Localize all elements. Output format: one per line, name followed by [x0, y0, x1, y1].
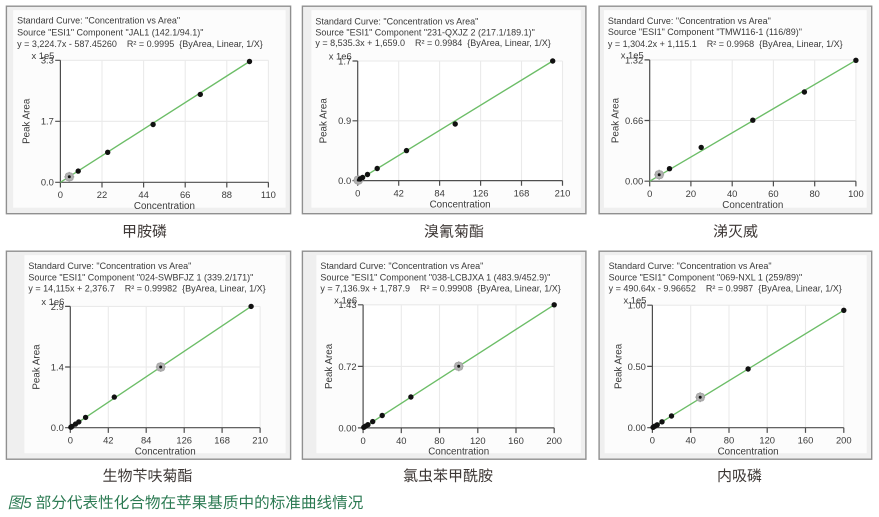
- svg-text:80: 80: [434, 435, 444, 446]
- svg-text:110: 110: [261, 189, 276, 200]
- svg-text:y = 1,304.2x + 1,115.1 R² =: y = 1,304.2x + 1,115.1 R² = 0.9968 {ByAr…: [608, 39, 843, 49]
- svg-text:x 1e6: x 1e6: [329, 51, 352, 62]
- svg-text:0.9: 0.9: [338, 115, 351, 126]
- svg-text:x 1e6: x 1e6: [334, 294, 357, 305]
- svg-text:3.3: 3.3: [41, 55, 54, 66]
- svg-text:0.0: 0.0: [41, 177, 54, 188]
- svg-text:Source "ESI1" Component "TMW11: Source "ESI1" Component "TMW116-1 (116/8…: [608, 27, 802, 37]
- svg-text:x 1e5: x 1e5: [623, 295, 646, 306]
- svg-text:Source "ESI1" Component "024-S: Source "ESI1" Component "024-SWBFJZ 1 (3…: [28, 272, 253, 282]
- svg-text:Source "ESI1" Component "231-Q: Source "ESI1" Component "231-QXJZ 2 (217…: [315, 27, 534, 37]
- svg-text:40: 40: [396, 435, 406, 446]
- svg-text:Concentration: Concentration: [135, 447, 196, 458]
- svg-text:0: 0: [650, 435, 655, 446]
- svg-text:y = 3,224.7x - 587.45260 R²: y = 3,224.7x - 587.45260 R² = 0.9995 {By…: [17, 39, 263, 49]
- svg-text:Standard Curve: "Concentration: Standard Curve: "Concentration vs Area": [608, 16, 771, 26]
- svg-text:80: 80: [809, 188, 819, 199]
- svg-text:84: 84: [141, 435, 151, 446]
- svg-text:Source "ESI1" Component "069-N: Source "ESI1" Component "069-NXL 1 (259/…: [609, 272, 803, 282]
- svg-text:40: 40: [685, 435, 695, 446]
- svg-text:0: 0: [355, 188, 360, 199]
- svg-text:x 1e6: x 1e6: [41, 296, 64, 307]
- svg-text:Source "ESI1" Component "JAL1: Source "ESI1" Component "JAL1 (142.1/94.…: [17, 27, 203, 37]
- svg-text:5: 5: [23, 495, 32, 512]
- svg-text:126: 126: [176, 435, 192, 446]
- svg-text:88: 88: [222, 189, 232, 200]
- svg-text:Peak Area: Peak Area: [31, 344, 42, 390]
- svg-text:y = 490.64x - 9.96652 R² =: y = 490.64x - 9.96652 R² = 0.9987 {ByAre…: [609, 283, 842, 293]
- svg-text:42: 42: [103, 435, 113, 446]
- svg-text:42: 42: [393, 188, 403, 199]
- svg-text:0.00: 0.00: [338, 422, 356, 433]
- svg-text:Standard Curve: "Concentration: Standard Curve: "Concentration vs Area": [28, 261, 191, 271]
- svg-text:Concentration: Concentration: [134, 201, 195, 212]
- svg-text:210: 210: [252, 435, 268, 446]
- svg-text:120: 120: [759, 435, 775, 446]
- svg-text:168: 168: [514, 188, 530, 199]
- svg-text:1.7: 1.7: [41, 116, 54, 127]
- svg-text:0.72: 0.72: [338, 361, 356, 372]
- svg-text:x 1e5: x 1e5: [31, 50, 54, 61]
- svg-text:80: 80: [724, 435, 734, 446]
- svg-text:0: 0: [647, 188, 652, 199]
- svg-text:120: 120: [470, 435, 486, 446]
- svg-text:20: 20: [686, 188, 696, 199]
- svg-text:Concentration: Concentration: [428, 447, 489, 458]
- svg-text:Standard Curve: "Concentration: Standard Curve: "Concentration vs Area": [609, 261, 772, 271]
- svg-text:1.7: 1.7: [338, 55, 351, 66]
- svg-text:200: 200: [836, 435, 852, 446]
- svg-text:0.50: 0.50: [628, 361, 646, 372]
- svg-text:2.9: 2.9: [51, 301, 64, 312]
- svg-text:160: 160: [798, 435, 814, 446]
- svg-text:1.00: 1.00: [628, 300, 646, 311]
- svg-text:Concentration: Concentration: [430, 199, 491, 210]
- svg-text:Concentration: Concentration: [718, 447, 779, 458]
- svg-text:Standard Curve: "Concentration: Standard Curve: "Concentration vs Area": [315, 16, 478, 26]
- svg-text:0: 0: [68, 435, 73, 446]
- svg-text:1.32: 1.32: [625, 54, 643, 65]
- svg-text:168: 168: [214, 435, 230, 446]
- svg-text:Concentration: Concentration: [722, 200, 783, 211]
- svg-text:y = 14,115x + 2,376.7 R² =: y = 14,115x + 2,376.7 R² = 0.99982 {ByAr…: [28, 283, 265, 293]
- svg-text:0.00: 0.00: [625, 176, 643, 187]
- svg-text:Peak Area: Peak Area: [611, 97, 622, 143]
- svg-text:200: 200: [546, 435, 562, 446]
- svg-text:Peak Area: Peak Area: [613, 343, 624, 389]
- svg-text:Source "ESI1" Component "038-L: Source "ESI1" Component "038-LCBJXA 1 (4…: [320, 272, 550, 282]
- svg-text:210: 210: [555, 188, 571, 199]
- svg-text:84: 84: [434, 188, 444, 199]
- svg-text:1.43: 1.43: [338, 299, 356, 310]
- svg-text:100: 100: [848, 188, 864, 199]
- svg-text:Peak Area: Peak Area: [319, 98, 330, 144]
- svg-text:0.0: 0.0: [338, 175, 351, 186]
- svg-text:22: 22: [97, 189, 107, 200]
- svg-text:0: 0: [58, 189, 63, 200]
- svg-text:66: 66: [180, 189, 190, 200]
- svg-text:44: 44: [138, 189, 148, 200]
- svg-text:1.4: 1.4: [51, 361, 64, 372]
- svg-text:y = 8,535.3x + 1,659.0 R² =: y = 8,535.3x + 1,659.0 R² = 0.9984 {ByAr…: [315, 38, 550, 48]
- svg-text:0.00: 0.00: [628, 422, 646, 433]
- svg-text:Standard Curve: "Concentration: Standard Curve: "Concentration vs Area": [320, 261, 483, 271]
- svg-text:40: 40: [727, 188, 737, 199]
- svg-text:x 1e5: x 1e5: [621, 49, 644, 60]
- svg-text:0.66: 0.66: [625, 115, 643, 126]
- svg-text:0.0: 0.0: [51, 422, 64, 433]
- svg-text:0: 0: [360, 435, 365, 446]
- svg-text:Standard Curve: "Concentration: Standard Curve: "Concentration vs Area": [17, 15, 180, 25]
- svg-text:Peak Area: Peak Area: [324, 343, 335, 389]
- svg-text:160: 160: [508, 435, 524, 446]
- svg-text:y = 7,136.9x + 1,787.9 R² =: y = 7,136.9x + 1,787.9 R² = 0.99908 {ByA…: [320, 283, 560, 293]
- svg-text:126: 126: [473, 188, 489, 199]
- svg-text:60: 60: [768, 188, 778, 199]
- svg-text:Peak Area: Peak Area: [21, 98, 32, 144]
